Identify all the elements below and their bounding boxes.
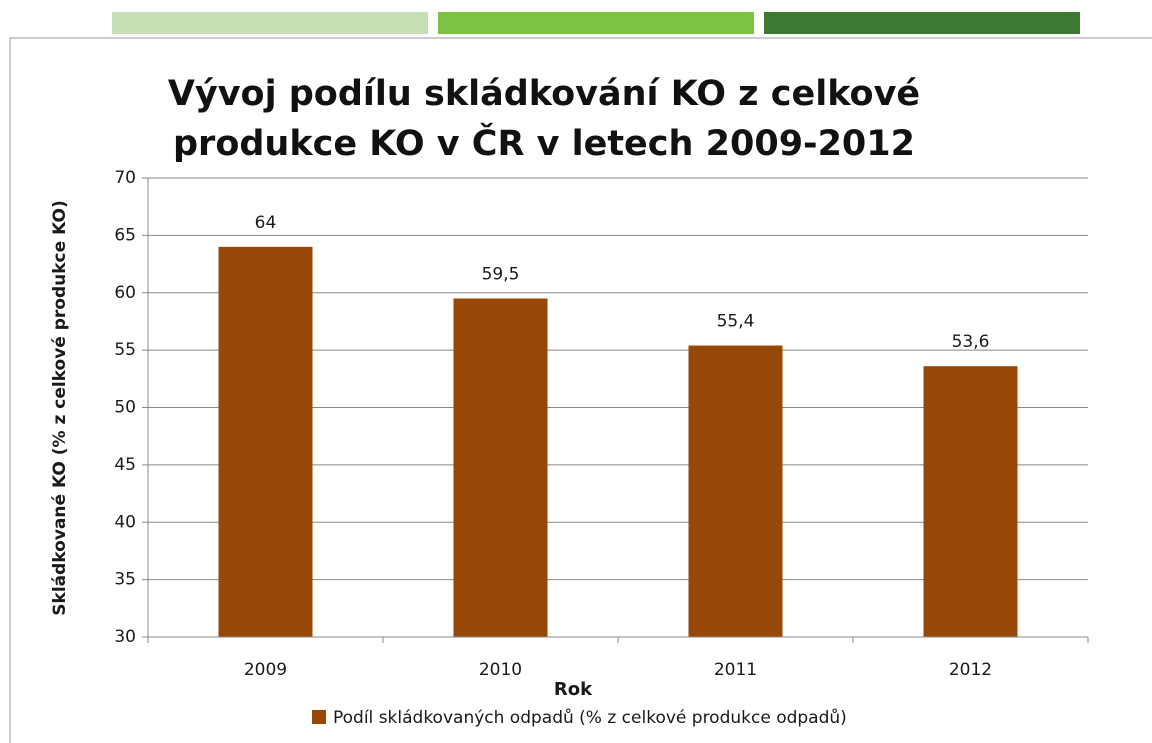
y-tick-label: 70: [114, 168, 136, 188]
y-tick-label: 65: [114, 225, 136, 245]
legend-swatch: [312, 710, 326, 724]
chart-title: Vývoj podílu skládkování KO z celkové: [168, 74, 920, 114]
frame: [9, 37, 1152, 743]
x-tick-label: 2009: [244, 660, 287, 680]
y-tick-label: 50: [114, 398, 136, 418]
decor-bar: [764, 12, 1080, 34]
data-label: 55,4: [717, 312, 755, 332]
decor-bar: [438, 12, 754, 34]
y-axis-label: Skládkované KO (% z celkové produkce KO): [50, 200, 70, 615]
x-tick-label: 2011: [714, 660, 757, 680]
data-label: 59,5: [482, 264, 520, 284]
chart-title: produkce KO v ČR v letech 2009-2012: [173, 122, 915, 164]
x-tick-label: 2012: [949, 660, 992, 680]
y-tick-label: 45: [114, 455, 136, 475]
y-tick-label: 60: [114, 283, 136, 303]
bar: [453, 298, 548, 637]
x-tick-label: 2010: [479, 660, 522, 680]
bar: [688, 345, 783, 637]
y-tick-label: 55: [114, 340, 136, 360]
y-tick-label: 30: [114, 627, 136, 647]
bar: [218, 246, 313, 637]
y-tick-label: 40: [114, 512, 136, 532]
bar: [923, 366, 1018, 637]
y-tick-label: 35: [114, 570, 136, 590]
x-axis-label: Rok: [554, 679, 593, 700]
data-label: 53,6: [952, 332, 990, 352]
data-label: 64: [255, 213, 277, 233]
decor-bar: [112, 12, 428, 34]
legend-label: Podíl skládkovaných odpadů (% z celkové …: [333, 708, 847, 728]
